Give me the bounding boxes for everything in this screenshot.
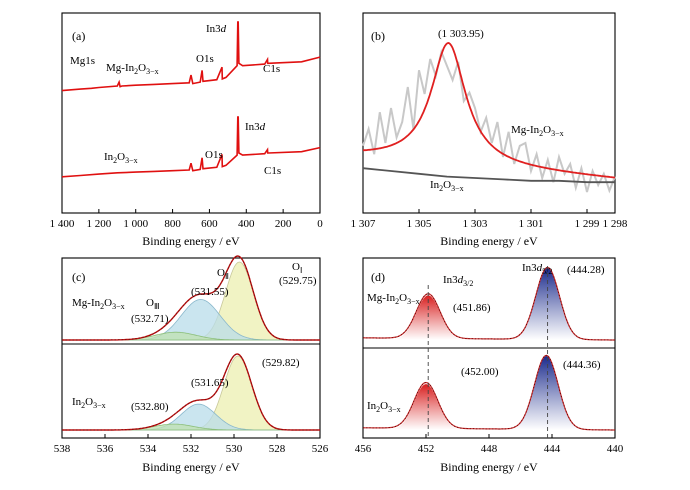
panel-d-mg-label: Mg-In2O3−x: [367, 292, 420, 306]
panel-d-bottom-peak1-label: (452.00): [461, 366, 499, 378]
panel-c-bottom-peak3-label: (532.80): [131, 401, 169, 413]
panel-a-xlabel: Binding energy / eV: [142, 234, 240, 248]
panel-c-bottom-peak2-label: (531.65): [191, 377, 229, 389]
panel-d-tick-label: 452: [418, 443, 435, 455]
panel-c-top-peak3-label: (532.71): [131, 313, 169, 325]
panel-a-tick-label: 0: [317, 218, 323, 230]
panel-d-tick-label: 456: [355, 443, 372, 455]
panel-d-tick-label: 444: [544, 443, 561, 455]
panel-b-tick-label: 1 299: [575, 218, 600, 230]
panel-a-o1s-label-top: O1s: [196, 53, 214, 65]
panel-b-tick-label: 1 307: [351, 218, 376, 230]
panel-b-raw-data: [362, 48, 616, 194]
panel-c-tick-label: 526: [312, 443, 329, 455]
panel-a-tick-label: 200: [275, 218, 292, 230]
panel-a-tick-label: 800: [164, 218, 181, 230]
panel-d-bottom-raw: [363, 354, 615, 431]
panel-c-mg-label: Mg-In2O3−x: [72, 297, 125, 311]
panel-c-tick-label: 534: [140, 443, 157, 455]
panel-d-bottom-peak2-label: (444.36): [563, 359, 601, 371]
panel-c-o2-tag: OⅡ: [217, 267, 229, 281]
panel-d-in3d52-label: In3d5/2: [522, 262, 552, 276]
panel-a-c1s-label-bottom: C1s: [264, 165, 281, 177]
panel-a-mg-label: Mg-In2O3−x: [106, 62, 159, 76]
panel-b-xlabel: Binding energy / eV: [440, 234, 538, 248]
panel-a-in3d-label-top: In3d: [206, 23, 227, 35]
panel-c-top-peak1-label: (529.75): [279, 275, 317, 287]
panel-c-tick-label: 532: [183, 443, 200, 455]
panel-d-top-peak1-label: (451.86): [453, 302, 491, 314]
panel-a-series-pristine: [61, 116, 321, 178]
panel-a-o1s-label-bottom: O1s: [205, 149, 223, 161]
panel-c-bottom-raw: [62, 353, 320, 431]
panel-c-o1-tag: OⅠ: [292, 261, 302, 275]
panel-b-pristine-curve: [362, 167, 615, 184]
panel-c-o3-tag: OⅢ: [146, 297, 159, 311]
panel-a-in3d-label-bottom: In3d: [245, 121, 266, 133]
panel-d-tick-label: 448: [481, 443, 498, 455]
panel-d-top-peak2-label: (444.28): [567, 264, 605, 276]
panel-a-c1s-label-top: C1s: [263, 63, 280, 75]
panel-c-top-peak2-label: (531.55): [191, 286, 229, 298]
panel-c-tick-label: 528: [269, 443, 286, 455]
panel-b-mg-label: Mg-In2O3−x: [511, 124, 564, 138]
panel-d-top-envelope: [363, 266, 615, 341]
panel-a-label: (a): [72, 29, 85, 43]
panel-b-frame: [362, 12, 616, 214]
panel-c-tick-label: 530: [226, 443, 243, 455]
panel-b-label: (b): [371, 29, 385, 43]
panel-c-tick-label: 538: [54, 443, 71, 455]
panel-b-tick-label: 1 303: [463, 218, 488, 230]
panel-a-tick-label: 1 200: [86, 218, 111, 230]
panel-c-pristine-label: In2O3−x: [72, 396, 106, 410]
panel-a-tick-label: 600: [201, 218, 218, 230]
panel-c-tick-label: 536: [97, 443, 114, 455]
panel-a-mg1s-label: Mg1s: [70, 55, 95, 67]
panel-b-pristine-label: In2O3−x: [430, 179, 464, 193]
panel-a-frame: [61, 12, 321, 214]
panel-d-xlabel: Binding energy / eV: [440, 460, 538, 474]
panel-d-bottom-peak-fill-2: [499, 356, 594, 430]
panel-a-tick-label: 1 000: [123, 218, 148, 230]
panel-d-top-peak-fill-1: [381, 295, 476, 340]
panel-a-series-mg: [61, 21, 321, 92]
panel-a-pristine-label: In2O3−x: [104, 151, 138, 165]
panel-d-in3d32-label: In3d3/2: [443, 274, 473, 288]
panel-b-tick-label: 1 305: [407, 218, 432, 230]
panel-c-label: (c): [72, 270, 85, 284]
panel-d-tick-label: 440: [607, 443, 624, 455]
panel-a-tick-label: 1 400: [50, 218, 75, 230]
panel-c-xlabel: Binding energy / eV: [142, 460, 240, 474]
panel-c-top-raw: [62, 255, 320, 341]
panel-c-bottom-peak1-label: (529.82): [262, 357, 300, 369]
panel-d-label: (d): [371, 270, 385, 284]
panel-b-tick-label: 1 301: [519, 218, 544, 230]
panel-a-tick-label: 400: [238, 218, 255, 230]
panel-d-pristine-label: In2O3−x: [367, 400, 401, 414]
panel-b-tick-label: 1 298: [603, 218, 628, 230]
panel-b-peak-label: (1 303.95): [438, 28, 484, 40]
panel-b-fit-curve: [362, 42, 616, 179]
panel-d-bottom-peak-fill-1: [378, 384, 474, 430]
